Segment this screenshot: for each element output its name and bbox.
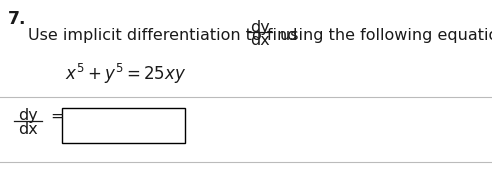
Text: dx: dx — [18, 122, 38, 137]
Text: $x^5 + y^5 = 25xy$: $x^5 + y^5 = 25xy$ — [65, 62, 186, 86]
Text: dx: dx — [250, 33, 270, 48]
FancyBboxPatch shape — [62, 108, 185, 143]
Text: Use implicit differentiation to find: Use implicit differentiation to find — [28, 28, 298, 43]
Text: =: = — [50, 109, 63, 124]
Text: dy: dy — [250, 20, 270, 35]
Text: 7.: 7. — [8, 10, 27, 28]
Text: dy: dy — [18, 108, 38, 123]
Text: using the following equation.: using the following equation. — [280, 28, 492, 43]
